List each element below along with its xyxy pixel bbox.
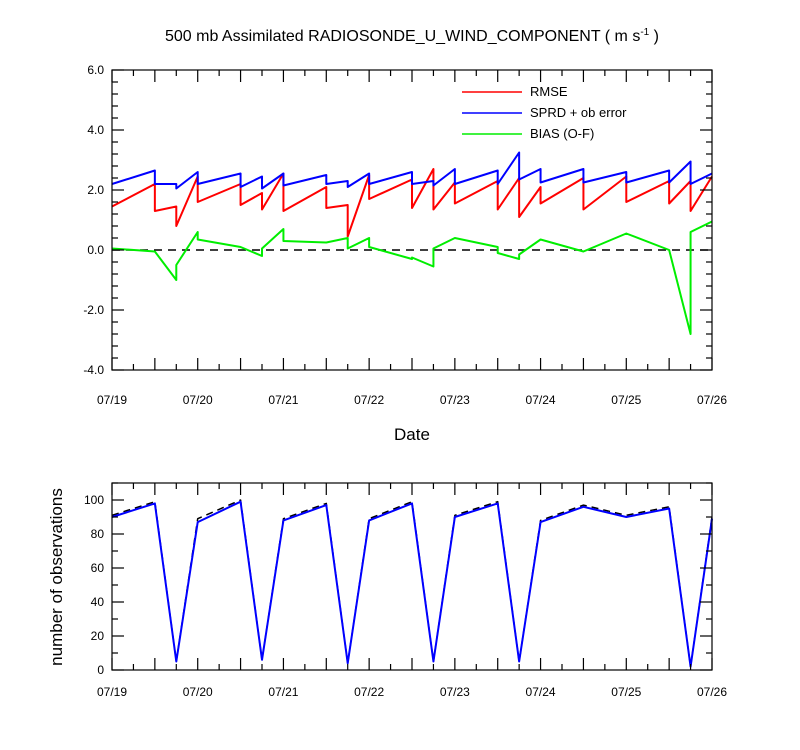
- x-tick-label: 07/25: [611, 685, 641, 699]
- y-tick-label: 20: [91, 629, 105, 643]
- x-tick-label: 07/23: [440, 393, 470, 407]
- x-tick-label: 07/26: [697, 685, 727, 699]
- y-tick-label: 6.0: [87, 63, 104, 77]
- top-x-axis-title: Date: [394, 425, 430, 444]
- chart-title: 500 mb Assimilated RADIOSONDE_U_WIND_COM…: [165, 27, 659, 45]
- series-line-1: [111, 151, 713, 190]
- x-tick-label: 07/24: [526, 685, 556, 699]
- x-tick-label: 07/21: [268, 685, 298, 699]
- chart-title-close: ): [649, 28, 659, 45]
- y-tick-label: 80: [91, 527, 105, 541]
- x-tick-label: 07/24: [526, 393, 556, 407]
- legend-label-0: RMSE: [530, 84, 568, 99]
- x-tick-label: 07/20: [183, 393, 213, 407]
- y-tick-label: 2.0: [87, 183, 104, 197]
- legend-label-2: BIAS (O-F): [530, 126, 594, 141]
- x-tick-label: 07/20: [183, 685, 213, 699]
- x-tick-label: 07/19: [97, 393, 127, 407]
- y-tick-label: 40: [91, 595, 105, 609]
- series-line-0: [111, 499, 713, 668]
- top-panel-plot: 07/19 07/20 07/21 07/22 07/23 07/24 07/25 07/26…: [83, 63, 727, 407]
- x-tick-label: 07/22: [354, 685, 384, 699]
- x-tick-label: 07/23: [440, 685, 470, 699]
- x-tick-label: 07/19: [97, 685, 127, 699]
- y-tick-label: 100: [84, 493, 104, 507]
- y-tick-label: 0: [97, 663, 104, 677]
- y-tick-label: 0.0: [87, 243, 104, 257]
- x-tick-label: 07/22: [354, 393, 384, 407]
- y-tick-label: -4.0: [83, 363, 104, 377]
- series-line-0: [111, 168, 713, 238]
- x-tick-label: 07/26: [697, 393, 727, 407]
- y-tick-label: -2.0: [83, 303, 104, 317]
- y-tick-label: 60: [91, 561, 105, 575]
- x-tick-label: 07/21: [268, 393, 298, 407]
- chart-title-superscript: -1: [640, 27, 649, 38]
- y-tick-label: 4.0: [87, 123, 104, 137]
- plot-frame: [111, 482, 713, 671]
- series-line-1: [111, 500, 713, 668]
- series-line-2: [111, 220, 713, 335]
- bottom-y-axis-title: number of observations: [47, 488, 66, 666]
- chart-title-main: 500 mb Assimilated RADIOSONDE_U_WIND_COM…: [165, 28, 640, 45]
- bottom-panel-plot: 07/19 07/20 07/21 07/22 07/23 07/24 07/25 07/26…: [84, 482, 727, 699]
- legend-label-1: SPRD + ob error: [530, 105, 627, 120]
- x-tick-label: 07/25: [611, 393, 641, 407]
